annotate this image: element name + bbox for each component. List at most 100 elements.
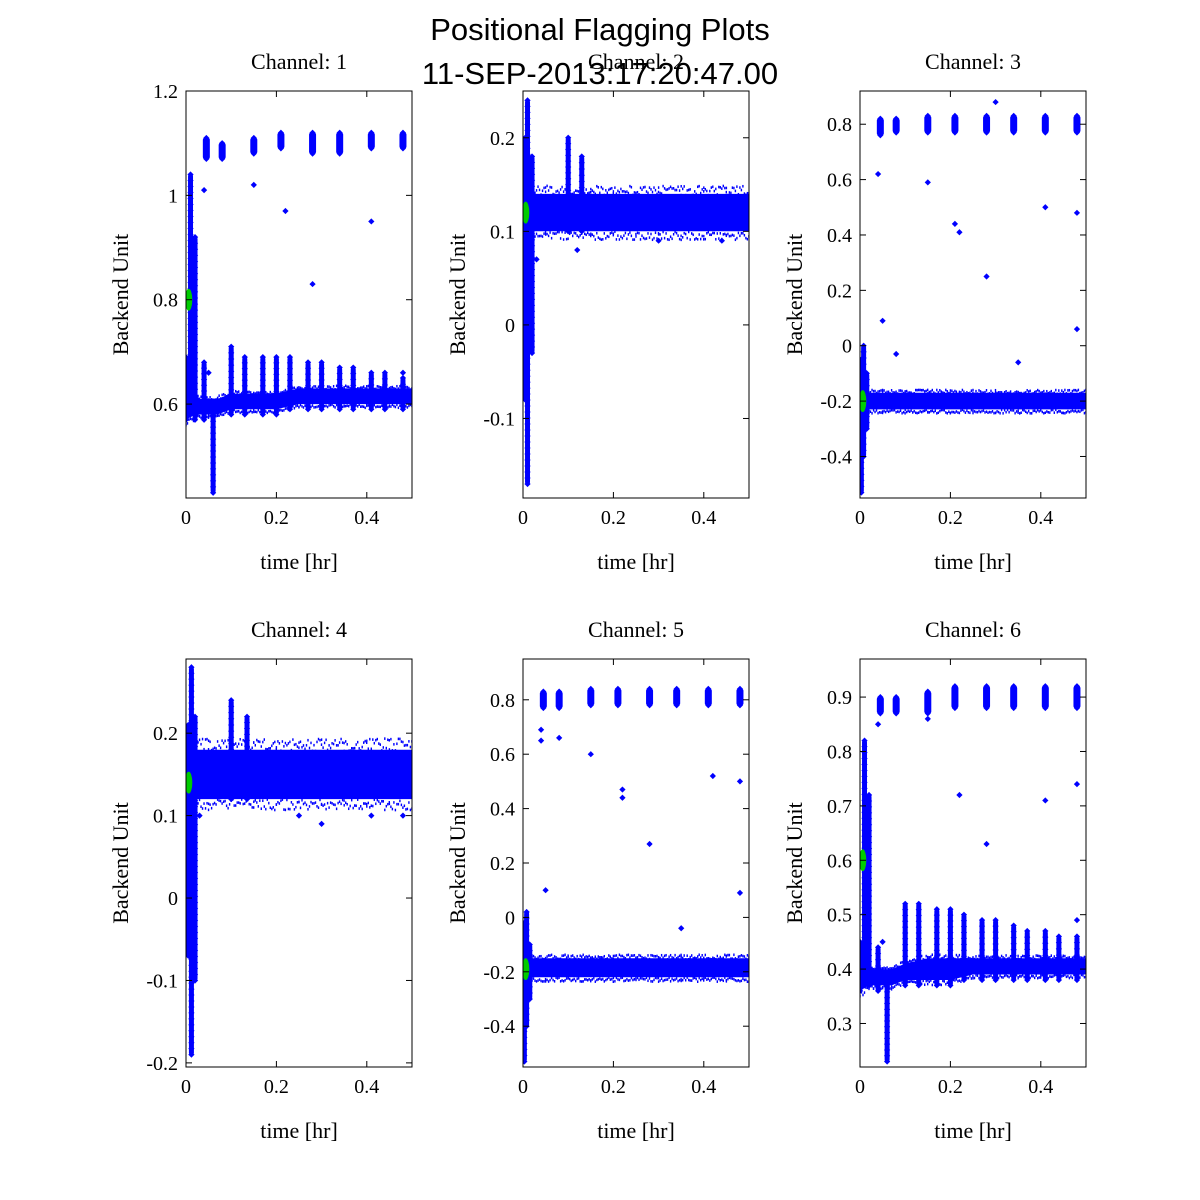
data-layer	[860, 683, 1086, 1065]
band-edge-point	[535, 189, 538, 192]
band-edge-point	[572, 192, 574, 196]
band-edge-point	[666, 957, 669, 961]
band-edge-point	[222, 393, 225, 396]
band-edge-point	[964, 411, 967, 414]
band-edge-point	[1009, 390, 1012, 393]
band-edge-point	[326, 385, 329, 388]
spike-point	[243, 760, 251, 767]
spike-point	[865, 946, 873, 953]
band-edge-point	[719, 186, 721, 189]
spike-point	[1010, 928, 1017, 935]
band-edge-point	[979, 390, 982, 393]
spike-point	[350, 382, 357, 389]
outlier-point	[556, 734, 563, 741]
band-edge-point	[335, 744, 338, 747]
y-tick-label: -0.1	[146, 970, 178, 992]
band-edge-point	[373, 798, 375, 802]
spike-point	[524, 468, 531, 476]
band-edge-point	[722, 956, 724, 960]
band-edge-point	[921, 410, 923, 414]
band-edge-point	[1025, 410, 1027, 414]
band-edge-point	[346, 385, 348, 389]
band-edge-point	[543, 957, 545, 961]
band-edge-point	[1079, 956, 1081, 959]
band-edge-point	[1050, 954, 1052, 957]
spike-point	[286, 377, 294, 384]
band-edge-point	[976, 392, 979, 395]
figure-title-line1: Positional Flagging Plots	[430, 12, 769, 47]
band-edge-point	[1037, 388, 1039, 392]
band-edge-point	[978, 409, 980, 413]
band-edge-point	[939, 409, 941, 413]
band-edge-point	[1068, 388, 1071, 392]
band-edge-point	[366, 741, 368, 745]
band-edge-point	[590, 957, 592, 960]
spike-point	[884, 994, 891, 1001]
spike-point	[1010, 704, 1017, 712]
band-edge-point	[1049, 956, 1051, 959]
band-edge-point	[1000, 391, 1003, 394]
band-edge-point	[909, 391, 911, 394]
band-edge-point	[880, 411, 882, 414]
band-edge-point	[623, 979, 625, 983]
band-edge-point	[883, 389, 885, 392]
band-edge-point	[745, 957, 747, 961]
y-tick-label: 0	[505, 315, 515, 337]
band-edge-point	[206, 415, 208, 419]
band-edge-point	[198, 398, 201, 402]
band-edge-point	[565, 977, 568, 980]
y-tick-label: -0.1	[483, 408, 515, 430]
y-axis-label: Backend Unit	[782, 234, 807, 356]
spike-point	[865, 904, 873, 912]
band-edge-point	[691, 232, 693, 235]
band-edge-point	[364, 802, 366, 805]
band-edge-point	[367, 404, 369, 407]
spike-point	[978, 946, 986, 954]
band-edge-point	[997, 391, 1000, 394]
band-edge-point	[346, 404, 348, 407]
band-edge-point	[925, 408, 927, 412]
band-edge-point	[872, 408, 875, 412]
spike-point	[861, 791, 868, 798]
band-edge-point	[963, 409, 965, 413]
spike-point	[523, 1052, 528, 1059]
band-edge-point	[656, 976, 658, 980]
band-edge-point	[618, 953, 621, 957]
band-edge-point	[993, 392, 995, 396]
spike-point	[1010, 970, 1017, 978]
band-edge-point	[269, 390, 271, 394]
spike-point	[947, 958, 954, 966]
band-edge-point	[925, 389, 927, 393]
band-edge-point	[348, 749, 350, 753]
spike-point	[992, 934, 999, 942]
spike-point	[187, 219, 194, 226]
band-edge-point	[210, 748, 213, 752]
band-edge-point	[328, 744, 330, 747]
spike-point	[860, 987, 864, 994]
data-layer	[523, 685, 749, 1065]
band-edge-point	[1053, 391, 1055, 395]
band-edge-point	[259, 410, 261, 414]
band-edge-point	[268, 801, 270, 805]
band-edge-point	[1040, 976, 1042, 979]
band-edge-point	[928, 980, 930, 984]
spike-point	[381, 387, 388, 395]
band-edge-point	[224, 393, 226, 397]
band-edge-point	[925, 954, 927, 958]
spike-point	[736, 691, 744, 698]
band-edge-point	[1034, 976, 1036, 980]
band-edge-point	[603, 980, 605, 983]
band-edge-point	[963, 390, 965, 394]
band-edge-point	[654, 231, 657, 235]
spike-point	[309, 143, 316, 150]
spike-point	[736, 685, 744, 693]
band-edge-point	[663, 187, 666, 190]
band-edge-point	[305, 803, 308, 807]
band-edge-point	[999, 956, 1001, 960]
series-outliers	[196, 812, 407, 827]
band-edge-point	[546, 955, 548, 958]
band-edge-point	[215, 803, 217, 806]
band-edge-point	[901, 961, 903, 964]
band-edge-point	[206, 737, 208, 741]
band-edge-point	[955, 953, 958, 957]
